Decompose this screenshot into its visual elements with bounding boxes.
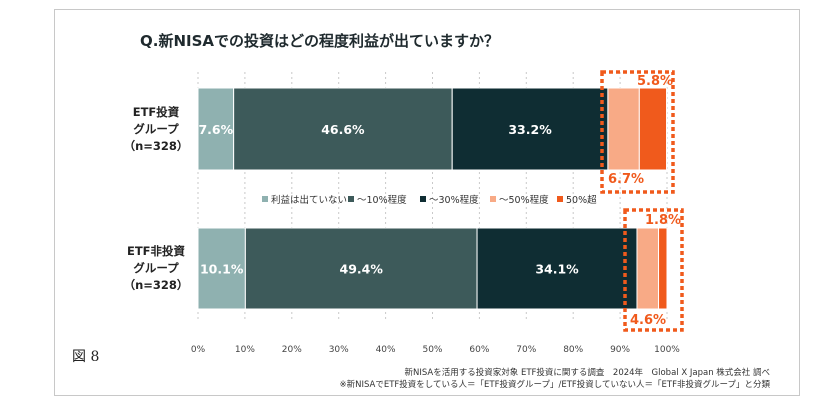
source-note: 新NISAを活用する投資家対象 ETF投資に関する調査 2024年 Global… <box>404 368 770 378</box>
row-label-non-etf-line1: ETF非投資 <box>126 244 186 258</box>
x-tick-label: 20% <box>282 345 302 355</box>
x-tick-label: 30% <box>329 345 349 355</box>
x-tick-label: 0% <box>191 345 206 355</box>
chart-title: Q.新NISAでの投資はどの程度利益が出ていますか？ <box>140 32 499 50</box>
chart-frame <box>54 9 800 396</box>
value-label-none: 10.1% <box>200 262 244 277</box>
row-label-non-etf-line2: グループ <box>133 261 179 275</box>
x-tick-label: 50% <box>422 345 442 355</box>
bar-segment-to10 <box>233 87 453 171</box>
value-label-to50: 4.6% <box>630 313 666 328</box>
bar-segment-to10 <box>244 227 478 310</box>
x-tick-label: 70% <box>516 345 536 355</box>
bar-segment-none <box>197 227 246 310</box>
legend-label-to30: ～30%程度 <box>429 194 479 206</box>
legend-swatch-to30 <box>420 196 426 202</box>
value-label-to10: 49.4% <box>340 262 384 277</box>
value-label-to50: 6.7% <box>608 172 644 187</box>
x-tick-label: 80% <box>563 345 583 355</box>
bar-segment-to50 <box>636 227 660 310</box>
legend-swatch-to50 <box>490 196 496 202</box>
row-label-etf: ETF投資 グループ （n=328） <box>108 104 204 155</box>
figure-label: 図 8 <box>72 349 100 365</box>
value-label-to10: 46.6% <box>321 122 365 137</box>
row-label-non-etf-line3: （n=328） <box>123 278 189 292</box>
legend-label-none: 利益は出ていない <box>271 194 347 206</box>
highlight-box <box>623 208 684 332</box>
bar-segment-none <box>197 87 235 171</box>
row-label-etf-line3: （n=328） <box>123 139 189 153</box>
x-tick-label: 40% <box>376 345 396 355</box>
row-label-etf-line1: ETF投資 <box>132 105 180 119</box>
x-tick-label: 100% <box>654 345 680 355</box>
legend-label-to50: ～50%程度 <box>499 194 549 206</box>
legend-swatch-over50 <box>557 196 563 202</box>
bar-segment-to30 <box>476 227 638 310</box>
x-tick-label: 10% <box>235 345 255 355</box>
legend-label-over50: 50%超 <box>566 194 597 206</box>
value-label-over50: 5.8% <box>637 74 673 89</box>
legend-label-to10: ～10%程度 <box>357 194 407 206</box>
value-label-to30: 34.1% <box>535 262 579 277</box>
value-label-over50: 1.8% <box>645 213 681 228</box>
legend-swatch-to10 <box>348 196 354 202</box>
bar-segment-over50 <box>658 227 668 310</box>
value-label-to30: 33.2% <box>508 122 552 137</box>
classification-note: ※新NISAでETF投資をしている人＝「ETF投資グループ」/ETF投資していな… <box>339 380 770 390</box>
highlight-box <box>600 70 675 194</box>
bar-segment-over50 <box>638 87 668 171</box>
x-tick-label: 60% <box>469 345 489 355</box>
row-label-non-etf: ETF非投資 グループ （n=328） <box>108 243 204 294</box>
value-label-none: 7.6% <box>198 122 233 137</box>
row-label-etf-line2: グループ <box>133 122 179 136</box>
legend-swatch-none <box>262 196 268 202</box>
bar-segment-to50 <box>607 87 640 171</box>
x-tick-label: 90% <box>610 345 630 355</box>
bar-segment-to30 <box>451 87 609 171</box>
